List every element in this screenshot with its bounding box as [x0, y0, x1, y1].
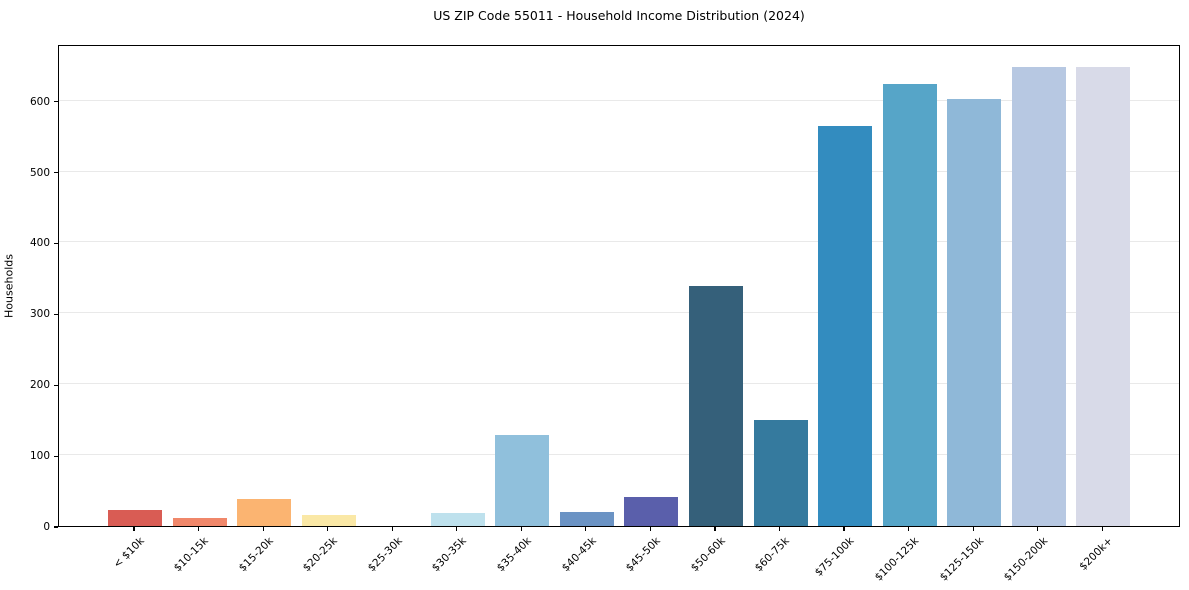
gridline-y-600: [59, 99, 1179, 101]
bar-$125-150k: [947, 99, 1002, 526]
x-tick-label-text: $75-100k: [812, 535, 857, 579]
y-tick-mark-0: [54, 526, 58, 528]
bar-$35-40k: [495, 435, 550, 526]
bar-$15-20k: [237, 499, 292, 526]
x-tick-mark-$75-100k: [843, 527, 845, 531]
y-tick-label-500: 500: [29, 166, 50, 179]
gridline-y-500: [59, 170, 1179, 172]
x-tick-label-text: $40-45k: [559, 535, 599, 575]
x-tick-mark-$10-15k: [197, 527, 200, 531]
x-tick-mark-$50-60k: [714, 527, 716, 531]
y-tick-mark-200: [54, 384, 58, 386]
y-tick-mark-500: [54, 171, 58, 174]
gridline-y-400: [59, 241, 1179, 243]
x-tick-label-text: $10-15k: [171, 535, 212, 575]
x-tick-label-text: $200k+: [1076, 535, 1115, 573]
x-tick-label-text: $150-200k: [1001, 535, 1051, 584]
y-tick-label-200: 200: [29, 379, 50, 392]
x-tick-label-text: $25-30k: [365, 535, 405, 575]
y-tick-mark-600: [54, 101, 58, 103]
bar-$75-100k: [818, 125, 873, 526]
bar-$50-60k: [688, 286, 743, 526]
x-tick-label-text: $20-25k: [301, 535, 341, 575]
x-tick-mark-$125-150k: [972, 527, 974, 531]
y-tick-label-0: 0: [43, 521, 50, 533]
y-tick-label-100: 100: [29, 450, 50, 463]
y-tick-mark-100: [54, 455, 58, 457]
x-tick-label-text: $50-60k: [688, 535, 728, 575]
y-tick-label-600: 600: [29, 95, 50, 108]
chart-title: US ZIP Code 55011 - Household Income Dis…: [433, 8, 805, 23]
x-tick-label-text: < $10k: [110, 535, 147, 571]
x-tick-mark-$40-45k: [585, 527, 587, 531]
x-tick-label-text: $30-35k: [430, 535, 470, 575]
x-tick-mark-$15-20k: [262, 527, 264, 531]
bar-< $10k: [108, 510, 162, 526]
gridline-y-300: [59, 312, 1179, 314]
x-tick-mark-$25-30k: [391, 527, 393, 531]
x-tick-mark-$30-35k: [456, 527, 458, 531]
y-tick-label-400: 400: [29, 237, 50, 250]
y-tick-mark-400: [54, 242, 58, 245]
x-tick-mark-$45-50k: [649, 527, 651, 531]
gridline-y-200: [59, 383, 1179, 385]
x-tick-mark-$150-200k: [1037, 527, 1039, 531]
y-tick-mark-300: [54, 313, 58, 315]
x-tick-label-text: $15-20k: [236, 535, 276, 575]
x-tick-label-text: $100-125k: [872, 535, 922, 584]
bar-$150-200k: [1011, 67, 1066, 526]
bar-$10-15k: [172, 518, 227, 526]
bar-$30-35k: [430, 512, 485, 526]
bar-$200k+: [1076, 67, 1131, 526]
bar-$45-50k: [624, 496, 679, 526]
x-tick-label-text: $60-75k: [752, 535, 792, 575]
x-tick-mark-$20-25k: [327, 527, 329, 531]
x-tick-mark-$60-75k: [778, 527, 781, 531]
x-tick-mark-$35-40k: [520, 527, 522, 531]
gridline-y-100: [59, 454, 1179, 456]
y-tick-label-300: 300: [29, 308, 50, 321]
bar-$60-75k: [753, 419, 808, 526]
x-tick-mark-$100-125k: [908, 527, 910, 531]
bar-$40-45k: [559, 511, 614, 526]
bar-$100-125k: [882, 83, 937, 526]
x-tick-label-text: $35-40k: [494, 535, 534, 575]
plot-area: [58, 45, 1180, 527]
x-tick-label-text: $45-50k: [623, 535, 663, 575]
x-tick-mark-$200k+: [1101, 527, 1103, 531]
x-tick-mark-< $10k: [133, 527, 135, 531]
x-tick-label-text: $125-150k: [937, 535, 986, 584]
bar-$20-25k: [301, 514, 356, 526]
